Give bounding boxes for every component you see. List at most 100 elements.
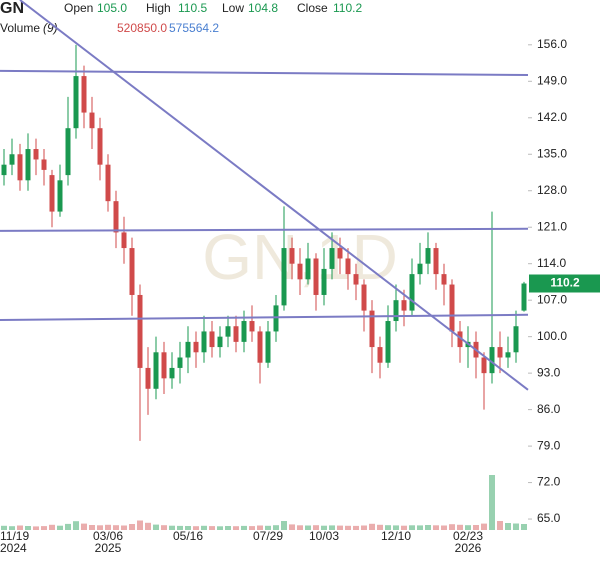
candle-body	[97, 128, 103, 165]
volume-bar	[241, 525, 247, 530]
volume-bar	[433, 525, 439, 530]
volume-bar	[489, 475, 495, 530]
y-tick-label: 107.0	[537, 292, 567, 306]
volume-bar	[289, 524, 295, 530]
candle-body	[129, 248, 135, 295]
candle-body	[481, 357, 487, 374]
volume-bar	[153, 524, 159, 530]
volume-bar	[305, 525, 311, 530]
volume-bar	[65, 523, 71, 530]
volume-bar	[105, 524, 111, 530]
volume-bar	[409, 525, 415, 530]
candle-body	[161, 352, 167, 379]
volume-period: (9)	[43, 21, 58, 35]
candle-body	[297, 263, 303, 280]
candle-body	[169, 367, 175, 379]
candle-body	[457, 331, 463, 348]
last-price-tag	[529, 274, 600, 293]
candle-body	[393, 300, 399, 322]
candle-body	[25, 149, 31, 181]
volume-bar	[201, 525, 207, 530]
candle-body	[49, 175, 55, 212]
candle-body	[201, 331, 207, 353]
volume-bar	[1, 525, 7, 530]
x-tick-label: 03/06	[93, 529, 123, 543]
volume-bar	[265, 525, 271, 530]
candle-body	[321, 268, 327, 295]
volume-bar	[225, 526, 231, 530]
y-tick-label: 65.0	[537, 511, 561, 525]
candle-body	[65, 128, 71, 176]
volume-bar	[441, 525, 447, 530]
x-tick-label: 02/23	[453, 529, 483, 543]
volume-bar	[385, 525, 391, 530]
volume-bar	[321, 525, 327, 530]
x-year-label: 2024	[0, 541, 27, 555]
candle-body	[401, 300, 407, 311]
volume-bar	[473, 525, 479, 530]
candle-body	[33, 149, 39, 160]
volume-bar	[41, 526, 47, 530]
y-tick-label: 72.0	[537, 475, 561, 489]
candle-body	[361, 284, 367, 311]
candle-body	[377, 347, 383, 363]
candle-body	[41, 159, 47, 170]
candle-body	[153, 352, 159, 389]
candle-body	[17, 154, 23, 181]
candle-body	[9, 154, 15, 165]
candle-body	[145, 367, 151, 389]
volume-bar	[169, 525, 175, 530]
volume-bar	[513, 523, 519, 530]
candle-body	[1, 164, 7, 176]
candle-body	[273, 305, 279, 332]
volume-bar	[113, 525, 119, 530]
volume-label: Volume	[0, 21, 40, 35]
volume-bar	[337, 525, 343, 530]
volume-bar	[449, 524, 455, 530]
candle-body	[209, 331, 215, 348]
volume-bar	[233, 526, 239, 530]
candle-body	[489, 347, 495, 374]
candle-body	[521, 283, 527, 311]
y-tick-label: 135.0	[537, 146, 567, 160]
volume-bar	[49, 524, 55, 530]
low-label: Low	[222, 1, 244, 15]
volume-bar	[97, 525, 103, 530]
last-price-label: 110.2	[550, 276, 580, 290]
volume-bar	[417, 525, 423, 530]
symbol: GN	[0, 0, 24, 17]
candle-body	[337, 248, 343, 259]
volume-bar	[129, 524, 135, 530]
volume-bar	[193, 526, 199, 530]
volume-bar	[345, 525, 351, 530]
x-tick-label: 05/16	[173, 529, 203, 543]
high-value: 110.5	[178, 1, 207, 15]
candle-body	[233, 326, 239, 342]
candle-body	[369, 310, 375, 348]
volume-ma-value: 575564.2	[169, 21, 219, 35]
candle-body	[441, 274, 447, 285]
high-label: High	[146, 1, 171, 15]
candle-body	[185, 341, 191, 358]
candle-body	[497, 347, 503, 358]
close-label: Close	[297, 1, 328, 15]
volume-bar	[185, 526, 191, 530]
candle-body	[385, 321, 391, 363]
candle-body	[73, 76, 79, 129]
candle-body	[329, 248, 335, 269]
candle-body	[249, 321, 255, 332]
x-tick-label: 11/19	[0, 529, 29, 543]
open-value: 105.0	[97, 1, 127, 15]
candle-body	[121, 232, 127, 249]
candle-body	[417, 263, 423, 275]
y-tick-label: 149.0	[537, 73, 567, 87]
candle-body	[505, 352, 511, 358]
volume-bar	[401, 525, 407, 530]
candle-body	[81, 76, 87, 113]
y-tick-label: 121.0	[537, 219, 567, 233]
volume-bar	[249, 526, 255, 530]
volume-bar	[353, 525, 359, 530]
volume-bar	[73, 521, 79, 530]
x-tick-label: 07/29	[253, 529, 283, 543]
